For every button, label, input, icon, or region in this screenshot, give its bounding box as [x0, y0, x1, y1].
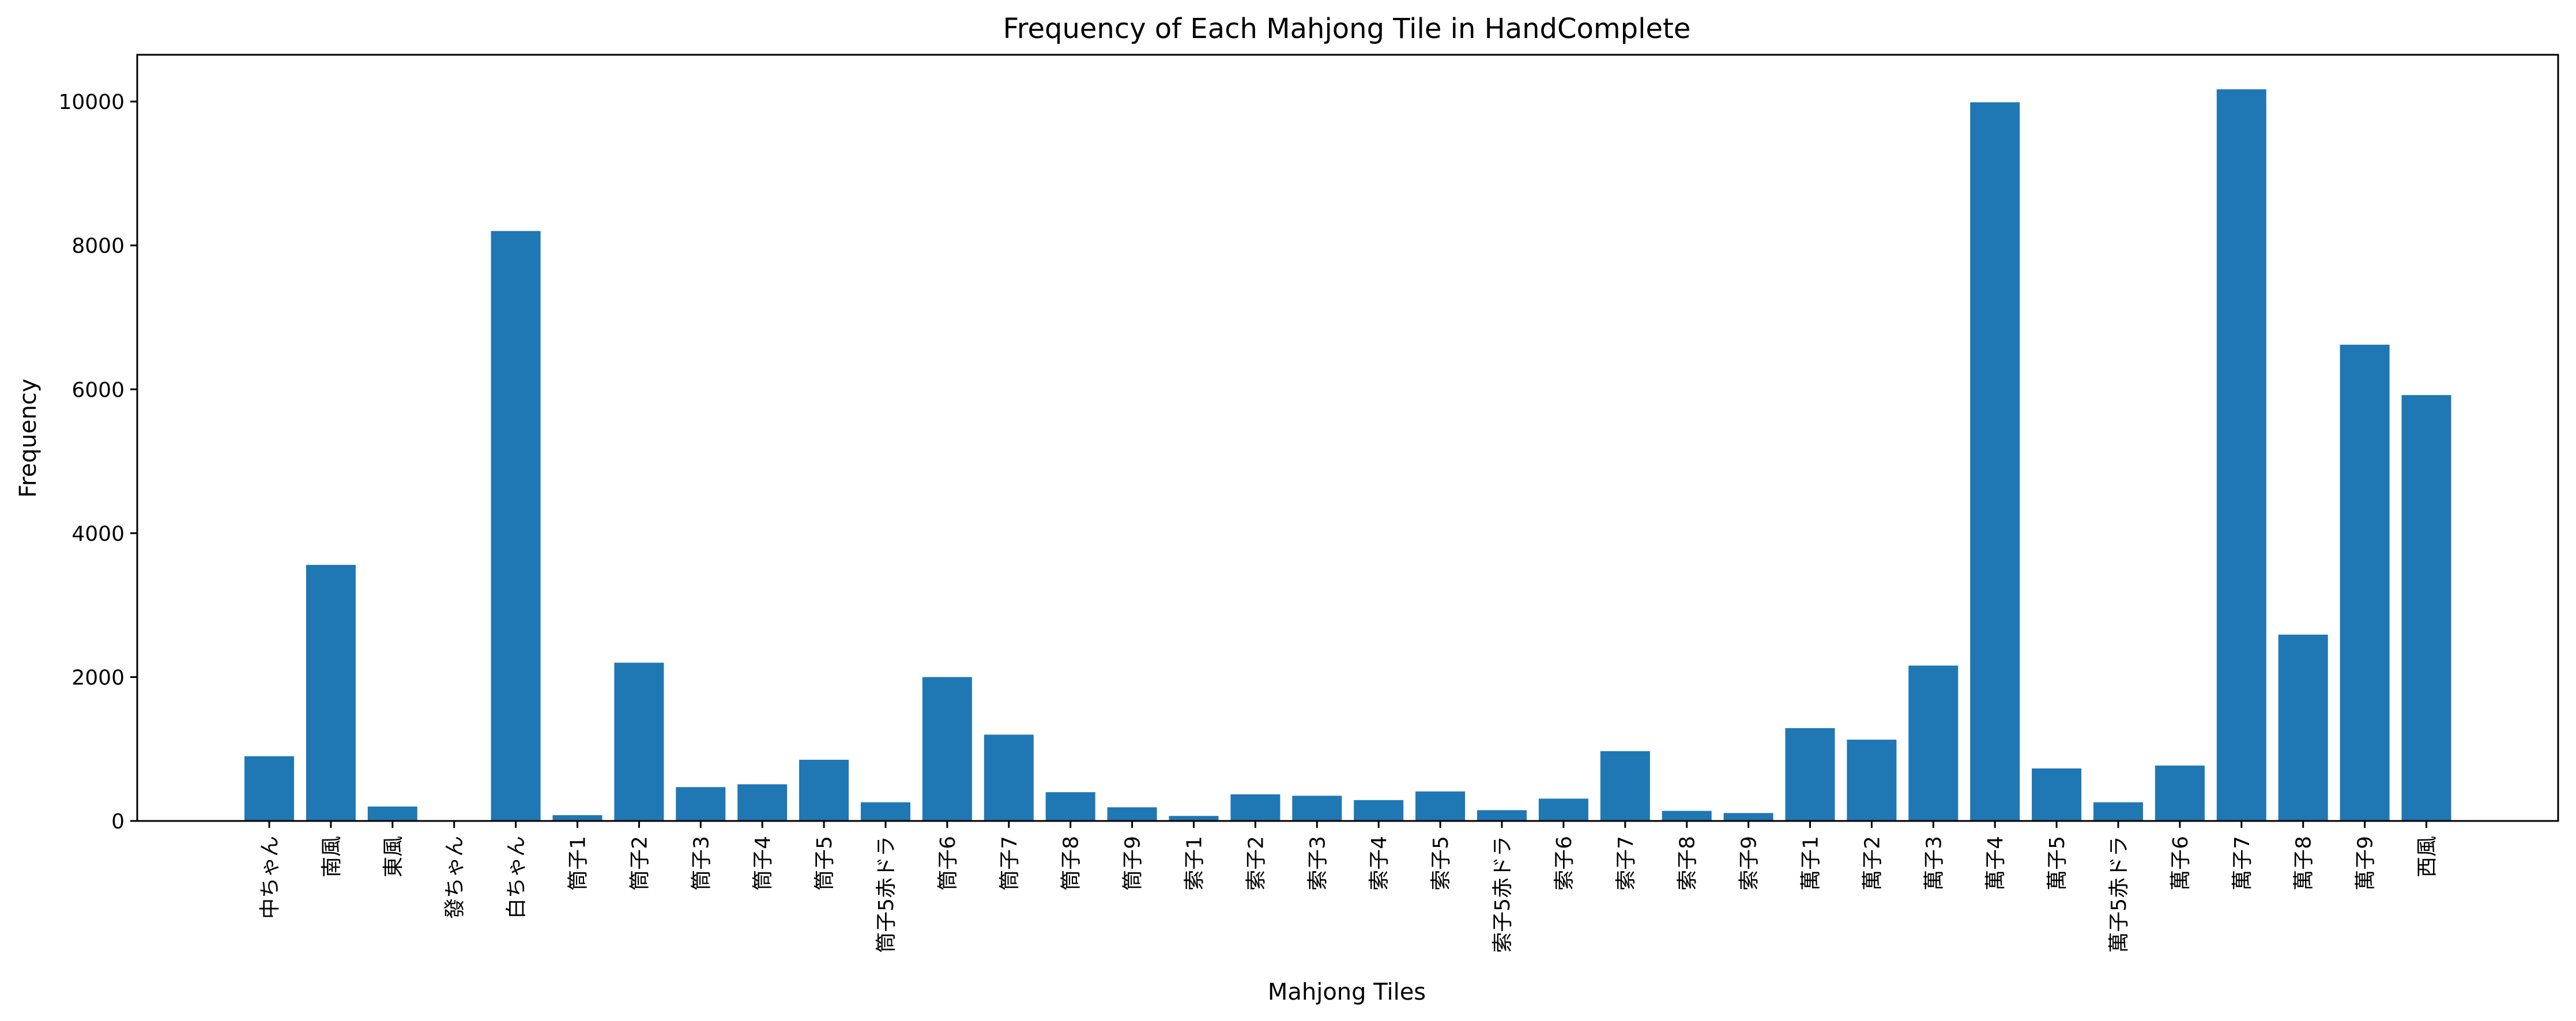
bar	[367, 807, 417, 821]
bar	[1477, 810, 1527, 821]
x-tick-label: 索子7	[1614, 836, 1638, 891]
bar	[799, 759, 849, 821]
bar	[2155, 765, 2205, 821]
bar	[1292, 796, 1342, 821]
x-tick-label: 索子9	[1738, 836, 1761, 891]
bar	[984, 734, 1034, 821]
bar	[1662, 811, 1712, 821]
bar	[1908, 665, 1959, 821]
bar	[2093, 802, 2143, 821]
bars-group	[244, 89, 2451, 821]
x-tick-label: 索子6	[1553, 836, 1576, 891]
bar	[306, 564, 356, 821]
bar	[1169, 816, 1219, 821]
bar	[861, 802, 910, 821]
x-tick-label: 筒子1	[567, 836, 590, 891]
bar	[1354, 800, 1404, 821]
x-tick-label: 索子3	[1306, 836, 1330, 891]
x-tick-label: 索子5	[1429, 836, 1453, 891]
bar	[1538, 798, 1588, 821]
bar	[2278, 634, 2328, 821]
x-tick-label: 筒子5	[813, 836, 837, 891]
x-tick-label: 白ちゃん	[505, 836, 529, 919]
bar	[1107, 807, 1157, 821]
x-tick-label: 索子1	[1183, 836, 1207, 891]
x-tick-label: 萬子6	[2169, 836, 2193, 891]
x-tick-label: 索子4	[1368, 836, 1391, 891]
bar	[2340, 344, 2390, 821]
y-tick-label: 2000	[71, 666, 125, 690]
bar	[1847, 740, 1897, 821]
y-tick-label: 4000	[71, 522, 125, 546]
y-axis-label: Frequency	[15, 379, 42, 498]
bar	[1970, 102, 2020, 821]
bar	[244, 756, 294, 821]
x-axis-label: Mahjong Tiles	[1268, 979, 1426, 1005]
x-tick-label: 東風	[382, 836, 405, 877]
x-tick-label: 索子8	[1676, 836, 1700, 891]
bar	[2216, 89, 2266, 821]
y-tick-label: 8000	[71, 235, 125, 258]
bar	[2401, 395, 2451, 821]
bar	[552, 815, 602, 821]
x-axis-ticks: 中ちゃん 南風 東風 發ちゃん 白ちゃん 筒子1 筒子2 筒子3 筒子4 筒子5 筒子5赤ドラ 筒子6…	[258, 821, 2439, 953]
bar	[1600, 751, 1650, 821]
x-tick-label: 萬子1	[1799, 836, 1823, 891]
x-tick-label: 萬子2	[1861, 836, 1884, 891]
y-tick-label: 10000	[58, 91, 125, 114]
x-tick-label: 筒子9	[1121, 836, 1145, 891]
y-tick-label: 0	[111, 810, 125, 834]
x-tick-label: 萬子3	[1922, 836, 1946, 891]
x-tick-label: 南風	[320, 836, 344, 877]
x-tick-label: 索子5赤ドラ	[1491, 836, 1515, 953]
x-tick-label: 萬子7	[2231, 836, 2254, 891]
x-tick-label: 萬子4	[1984, 836, 2008, 891]
plot-frame	[136, 54, 2559, 822]
chart-title: Frequency of Each Mahjong Tile in HandCo…	[1003, 13, 1691, 45]
bar	[737, 784, 788, 821]
bar	[614, 662, 664, 821]
y-tick-label: 6000	[71, 378, 125, 402]
y-axis-ticks: 0 2000 4000 6000 8000 10000	[58, 91, 137, 834]
x-tick-label: 筒子8	[1060, 836, 1083, 891]
x-tick-label: 索子2	[1244, 836, 1268, 891]
bar	[922, 677, 972, 821]
x-tick-label: 筒子2	[628, 836, 651, 891]
x-tick-label: 萬子8	[2292, 836, 2316, 891]
x-tick-label: 筒子6	[936, 836, 960, 891]
x-tick-label: 筒子5赤ドラ	[875, 836, 898, 953]
x-tick-label: 發ちゃん	[443, 836, 467, 919]
x-tick-label: 西風	[2416, 836, 2439, 877]
bar	[1045, 792, 1095, 821]
bar	[1415, 791, 1466, 821]
bar	[1723, 813, 1773, 821]
x-tick-label: 筒子3	[690, 836, 713, 891]
x-tick-label: 萬子5赤ドラ	[2107, 836, 2131, 953]
bar	[1785, 728, 1835, 821]
x-tick-label: 萬子5	[2046, 836, 2069, 891]
bar	[491, 231, 541, 821]
x-tick-label: 筒子7	[998, 836, 1022, 891]
x-tick-label: 中ちゃん	[258, 836, 282, 919]
x-tick-label: 筒子4	[751, 836, 775, 891]
x-tick-label: 萬子9	[2354, 836, 2378, 891]
bar	[1230, 794, 1281, 821]
bar	[676, 787, 726, 821]
bar	[2032, 768, 2082, 821]
